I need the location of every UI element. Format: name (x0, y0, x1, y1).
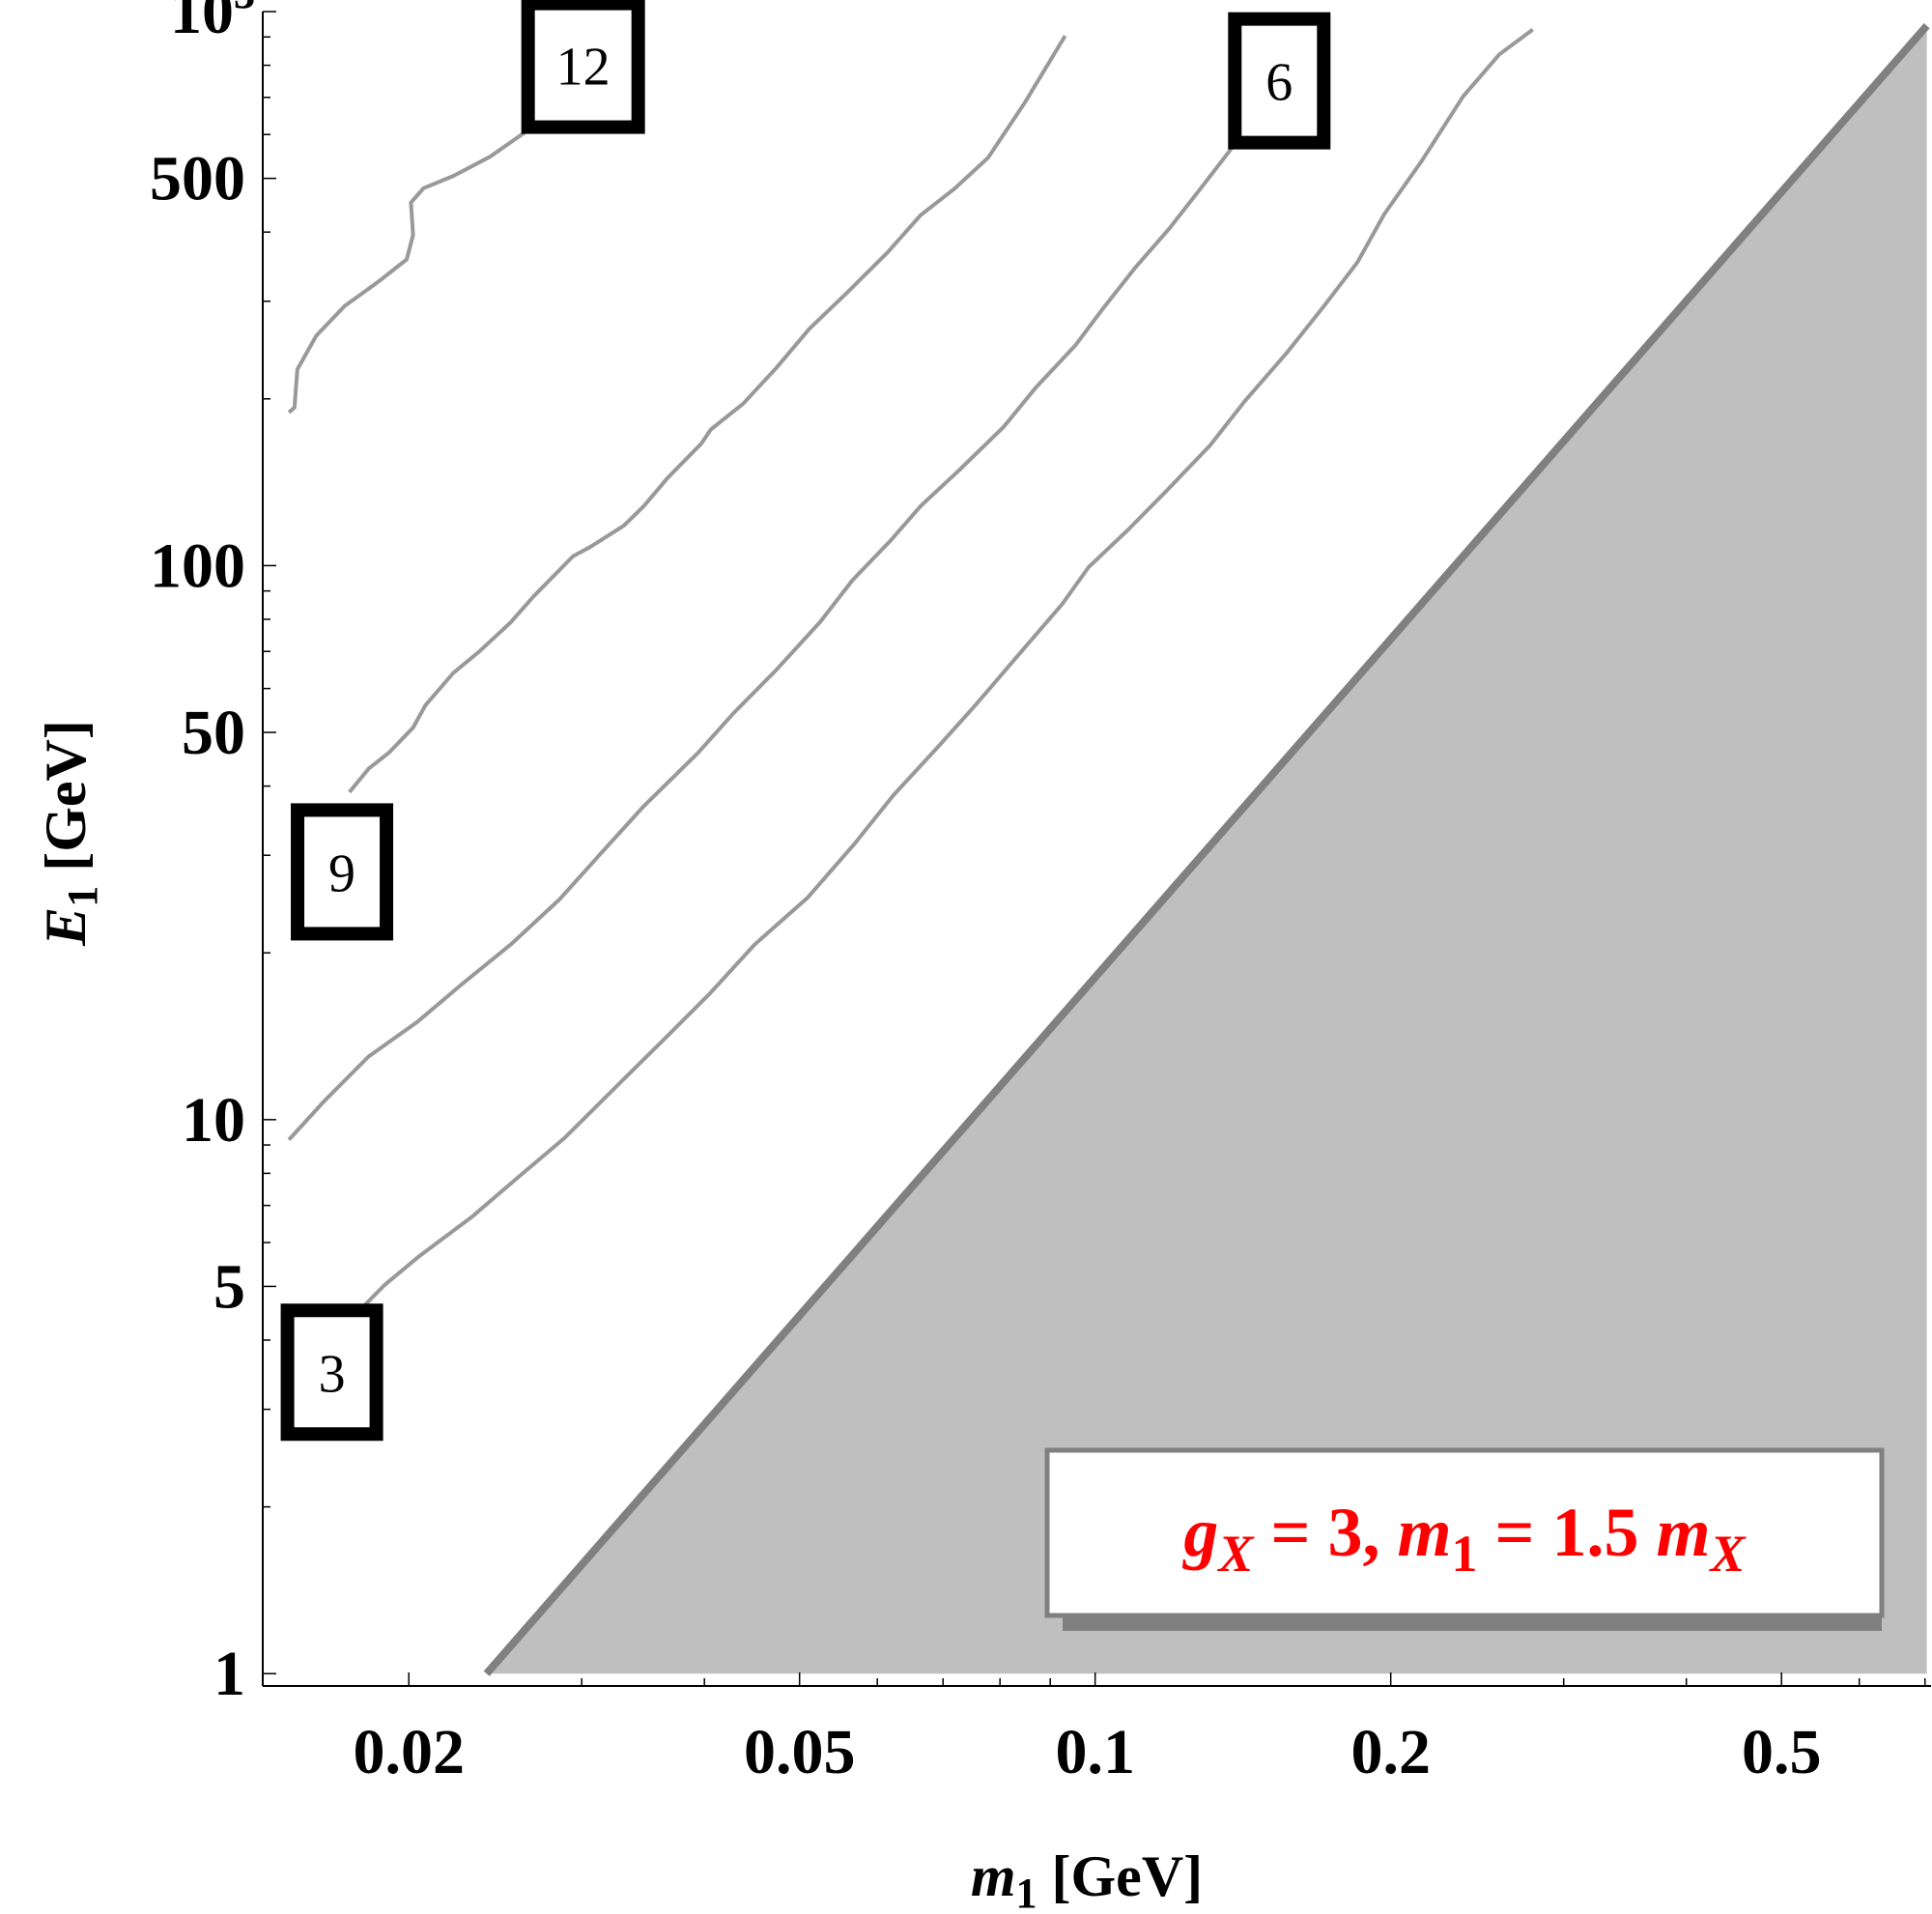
contour-label-9: 9 (291, 803, 394, 941)
x-tick-label: 0.05 (744, 1717, 856, 1787)
legend-text-part: = 3, (1253, 1494, 1397, 1571)
legend-text-part: X (1216, 1525, 1255, 1583)
contour-label-text: 6 (1265, 53, 1293, 113)
tick-marks-layer (263, 11, 1926, 1686)
contour-label-box (280, 1303, 384, 1442)
contour-line-3 (355, 27, 1534, 1315)
y-tick-label: 1 (213, 1639, 245, 1709)
contour-line-9 (348, 35, 1067, 794)
contour-lines-layer (287, 27, 1534, 1315)
legend-box (1044, 1447, 1885, 1618)
contour-line-6 (287, 55, 1305, 1141)
contour-label-box (1228, 12, 1331, 150)
contour-label-text: 12 (556, 38, 611, 98)
contour-label-text: 9 (328, 843, 355, 903)
contour-label-3: 3 (280, 1303, 384, 1442)
x-tick-label: 0.5 (1742, 1717, 1822, 1787)
plot-frame (262, 12, 1931, 1687)
tick-labels-layer: 0.02 0.05 0.1 0.2 0.5 1 5 10 50 100 500 103 (150, 0, 1821, 1787)
y-tick-label: 500 (150, 144, 245, 214)
y-tick-label: 5 (213, 1251, 245, 1322)
contour-label-6: 6 (1228, 12, 1331, 150)
x-axis-title-unit: [GeV] (1052, 1844, 1204, 1908)
x-axis-title: m1 [GeV] (971, 1844, 1203, 1914)
y-axis-title-unit: [GeV] (34, 720, 98, 871)
y-tick-label: 100 (150, 530, 245, 601)
contour-label-text: 3 (319, 1344, 346, 1404)
legend-text-part: m (1397, 1494, 1451, 1571)
y-axis-title-main: E (34, 907, 98, 947)
legend-text-part: = 1.5 (1478, 1494, 1657, 1571)
legend: gX = 3, m1 = 1.5 mX (1044, 1447, 1885, 1631)
legend-text-part: m (1657, 1494, 1711, 1571)
y-tick-label: 10 (182, 1085, 245, 1156)
x-tick-label: 0.1 (1055, 1717, 1135, 1787)
legend-text-part: g (1181, 1494, 1218, 1571)
contour-labels-layer: 12 9 6 3 (280, 0, 1331, 1442)
contour-label-box (291, 803, 394, 941)
contour-line-12 (287, 69, 560, 414)
y-axis-title-sub: 1 (59, 886, 106, 907)
x-tick-label: 0.2 (1350, 1717, 1431, 1787)
legend-text: gX = 3, m1 = 1.5 mX (1181, 1494, 1747, 1583)
x-axis-title-main: m (971, 1844, 1016, 1908)
excluded-region-edge (483, 22, 1930, 1676)
contour-label-box (521, 0, 645, 134)
excluded-region-layer (483, 22, 1930, 1676)
y-tick-label: 50 (182, 698, 245, 768)
x-tick-label: 0.02 (353, 1717, 465, 1787)
x-axis-title-sub: 1 (1016, 1870, 1037, 1914)
legend-text-part: X (1709, 1525, 1747, 1583)
y-tick-label: 103 (170, 0, 255, 47)
contour-label-12: 12 (521, 0, 645, 134)
legend-text-part: 1 (1452, 1525, 1478, 1583)
y-axis-title: E1 [GeV] (34, 720, 106, 947)
